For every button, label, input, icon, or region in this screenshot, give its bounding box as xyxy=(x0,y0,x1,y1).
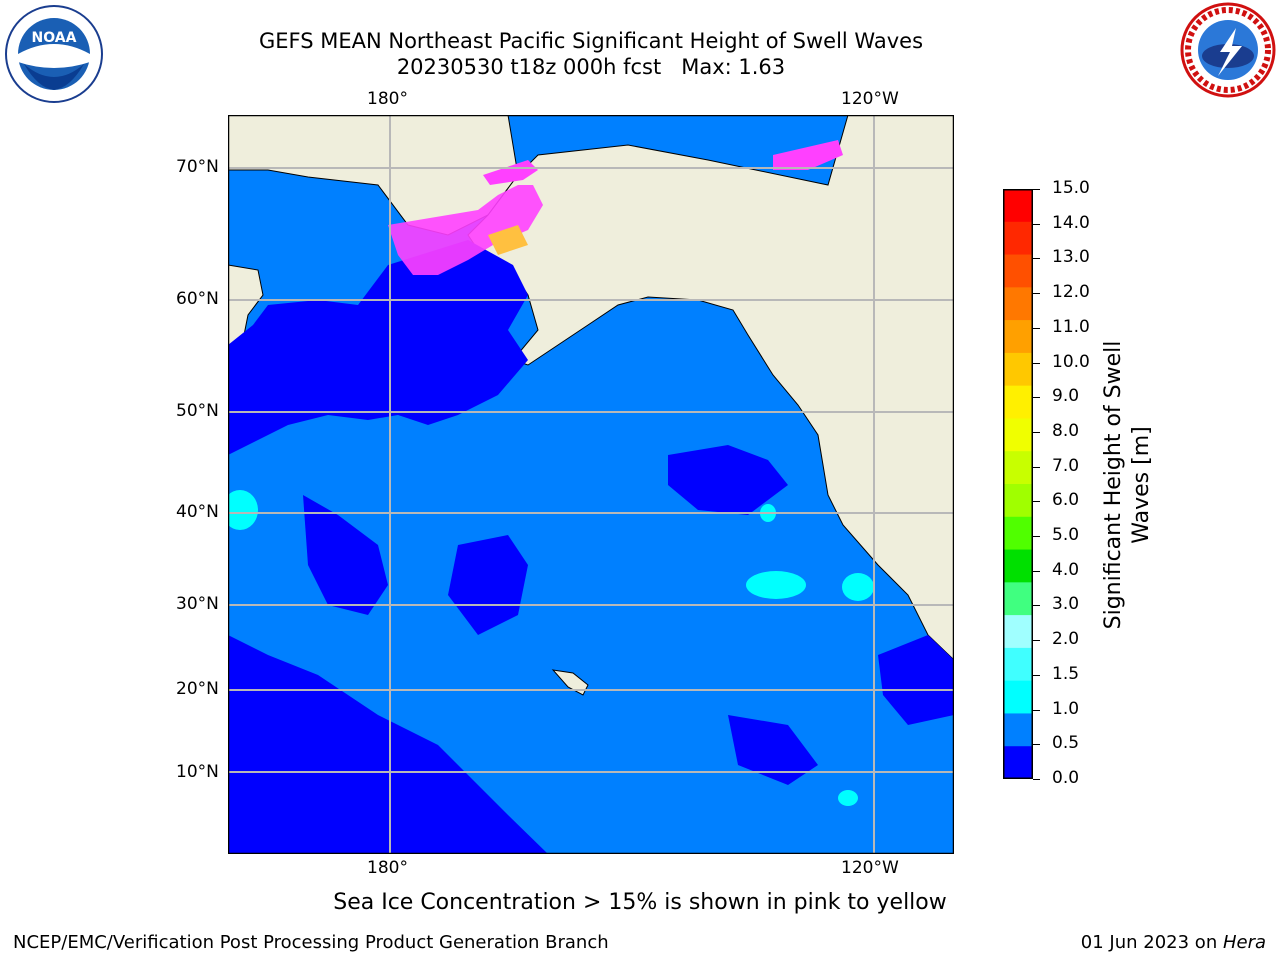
colorbar-tick-label: 9.0 xyxy=(1052,386,1080,407)
colorbar-tick-mark xyxy=(1033,431,1040,433)
colorbar-segment xyxy=(1003,221,1033,256)
colorbar-segment xyxy=(1003,549,1033,583)
colorbar-tick-label: 6.0 xyxy=(1052,490,1080,511)
noaa-logo: NOAA xyxy=(4,4,104,104)
colorbar xyxy=(1003,189,1033,780)
ocean-low-south xyxy=(728,715,818,785)
colorbar-tick-mark xyxy=(1033,674,1040,676)
colorbar-tick-mark xyxy=(1033,223,1040,225)
colorbar-tick-mark xyxy=(1033,293,1040,295)
colorbar-tick-label: 12.0 xyxy=(1052,282,1090,303)
colorbar-tick-label: 1.0 xyxy=(1052,698,1080,719)
colorbar-segment xyxy=(1003,189,1033,223)
ocean-low-north xyxy=(228,240,528,455)
lon-label-bottom-120w: 120°W xyxy=(841,858,899,878)
colorbar-label-line1: Significant Height of Swell xyxy=(1101,340,1126,630)
colorbar-tick-label: 5.0 xyxy=(1052,525,1080,546)
colorbar-label-line2: Waves [m] xyxy=(1129,426,1154,544)
colorbar-tick-label: 8.0 xyxy=(1052,420,1080,441)
ocean-low-west xyxy=(303,495,388,615)
ocean-high-central xyxy=(746,571,806,599)
colorbar-tick-label: 3.0 xyxy=(1052,594,1080,615)
colorbar-segment xyxy=(1003,615,1033,649)
nws-logo xyxy=(1176,0,1280,104)
colorbar-segment xyxy=(1003,680,1033,714)
colorbar-tick-mark xyxy=(1033,501,1040,503)
ocean-high-west xyxy=(222,490,258,530)
lon-label-top-120w: 120°W xyxy=(841,89,899,109)
footer-left: NCEP/EMC/Verification Post Processing Pr… xyxy=(13,932,609,953)
map-title-line1: GEFS MEAN Northeast Pacific Significant … xyxy=(258,29,924,53)
colorbar-tick-label: 14.0 xyxy=(1052,212,1090,233)
graticule xyxy=(228,115,954,854)
ocean-low-central xyxy=(448,535,528,635)
colorbar-segment xyxy=(1003,418,1033,452)
lat-label-20n: 20°N xyxy=(176,679,219,699)
colorbar-tick-label: 1.5 xyxy=(1052,663,1080,684)
colorbar-segment xyxy=(1003,451,1033,485)
colorbar-tick-mark xyxy=(1033,744,1040,746)
colorbar-tick-label: 2.0 xyxy=(1052,629,1080,650)
ocean-low-mexico xyxy=(878,635,954,725)
lon-label-top-180: 180° xyxy=(367,89,408,109)
colorbar-tick-mark xyxy=(1033,327,1040,329)
colorbar-segment xyxy=(1003,713,1033,747)
ocean-high-baja xyxy=(842,573,874,601)
lat-label-50n: 50°N xyxy=(176,401,219,421)
colorbar-tick-mark xyxy=(1033,536,1040,538)
colorbar-label: Significant Height of Swell Waves [m] xyxy=(1100,341,1156,630)
colorbar-tick-label: 0.0 xyxy=(1052,768,1080,788)
lat-label-40n: 40°N xyxy=(176,502,219,522)
map-frame xyxy=(227,114,955,855)
colorbar-tick-label: 7.0 xyxy=(1052,455,1080,476)
colorbar-tick-mark xyxy=(1033,258,1040,260)
sea-ice-beaufort xyxy=(773,140,843,170)
colorbar-tick-label: 15.0 xyxy=(1052,178,1090,198)
colorbar-tick-mark xyxy=(1033,362,1040,364)
colorbar-segment xyxy=(1003,352,1033,387)
colorbar-tick-mark xyxy=(1033,605,1040,607)
map-title-line2: 20230530 t18z 000h fcst Max: 1.63 xyxy=(396,55,786,79)
lat-label-10n: 10°N xyxy=(176,762,219,782)
lat-label-70n: 70°N xyxy=(176,157,219,177)
colorbar-frame xyxy=(1003,189,1033,779)
ocean-low-east xyxy=(668,445,788,515)
lon-label-bottom-180: 180° xyxy=(367,858,408,878)
ocean-high-south xyxy=(838,790,858,806)
colorbar-tick-label: 0.5 xyxy=(1052,733,1080,754)
colorbar-tick-mark xyxy=(1033,570,1040,572)
colorbar-tick-label: 13.0 xyxy=(1052,247,1090,268)
colorbar-tick-label: 10.0 xyxy=(1052,351,1090,372)
footer-host: Hera xyxy=(1222,932,1266,953)
colorbar-tick-label: 11.0 xyxy=(1052,316,1090,337)
lat-label-30n: 30°N xyxy=(176,594,219,614)
colorbar-tick-mark xyxy=(1033,466,1040,468)
colorbar-tick-mark xyxy=(1033,640,1040,642)
colorbar-tick-mark xyxy=(1033,397,1040,399)
colorbar-tick-mark xyxy=(1033,709,1040,711)
footer-right: 01 Jun 2023 on Hera xyxy=(1081,932,1266,953)
colorbar-segment xyxy=(1003,582,1033,616)
map-canvas xyxy=(222,114,955,855)
colorbar-tick-label: 4.0 xyxy=(1052,559,1080,580)
colorbar-segment xyxy=(1003,287,1033,321)
colorbar-segment xyxy=(1003,254,1033,288)
colorbar-tick-mark xyxy=(1033,189,1040,190)
footer-date: 01 Jun 2023 on xyxy=(1080,932,1223,953)
colorbar-segment xyxy=(1003,484,1033,518)
colorbar-segment xyxy=(1003,516,1033,551)
sea-ice-bering xyxy=(388,185,543,275)
sea-ice-note: Sea Ice Concentration > 15% is shown in … xyxy=(333,890,947,915)
colorbar-segment xyxy=(1003,746,1033,780)
sea-ice-chukchi xyxy=(483,160,538,185)
colorbar-segment xyxy=(1003,385,1033,419)
lat-label-60n: 60°N xyxy=(176,289,219,309)
map-panel xyxy=(222,114,955,855)
colorbar-segment xyxy=(1003,320,1033,354)
noaa-logo-text: NOAA xyxy=(32,30,77,46)
colorbar-segment xyxy=(1003,647,1033,682)
sea-ice-warm xyxy=(488,225,528,255)
colorbar-tick-mark xyxy=(1033,779,1040,780)
